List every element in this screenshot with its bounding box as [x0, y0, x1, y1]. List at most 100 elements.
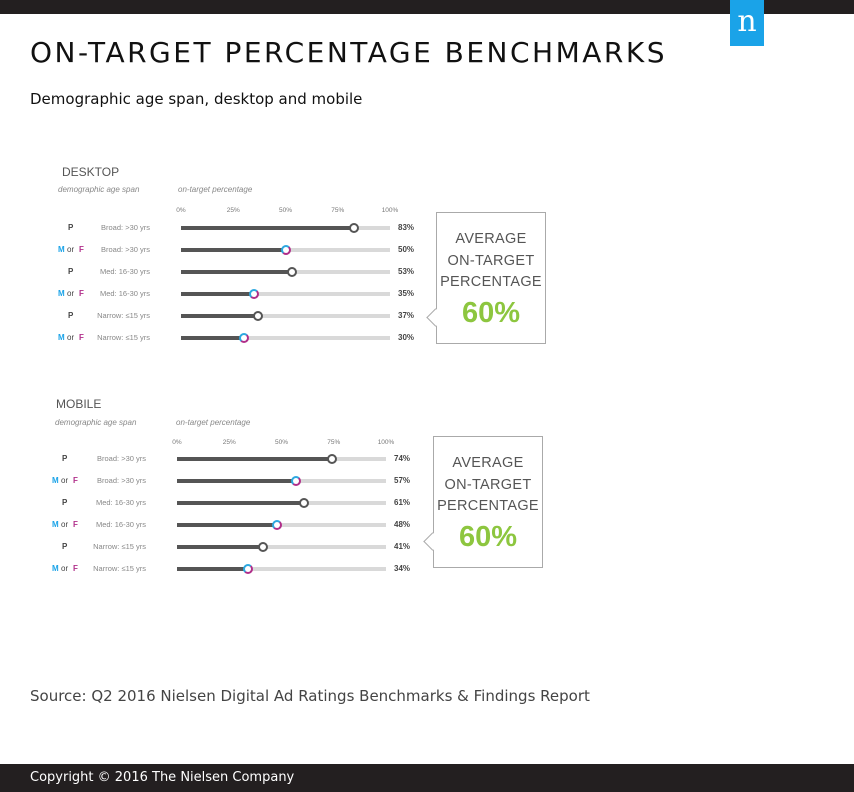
chart-row: P Med: 16-30 yrs 61%: [0, 495, 854, 511]
age-span-label: Broad: >30 yrs: [97, 454, 146, 463]
value-label: 50%: [398, 245, 415, 254]
axis-tick-label: 100%: [381, 207, 399, 214]
bar-marker: [243, 564, 254, 574]
female-letter: F: [79, 289, 84, 298]
value-label: 34%: [394, 564, 411, 573]
average-label: AVERAGE ON-TARGET PERCENTAGE: [434, 453, 542, 518]
bar-marker: [249, 289, 260, 299]
target-label: P: [62, 539, 67, 555]
age-span-label: Broad: >30 yrs: [101, 245, 150, 254]
age-span-label: Narrow: ≤15 yrs: [93, 564, 146, 573]
age-span-label: Narrow: ≤15 yrs: [93, 542, 146, 551]
bar-fill: [177, 479, 297, 483]
value-label: 41%: [394, 542, 411, 551]
bar-marker: [257, 542, 268, 552]
axis-tick-label: 25%: [226, 207, 240, 214]
section-title: DESKTOP: [62, 165, 120, 179]
bar-fill: [181, 226, 355, 230]
value-label: 48%: [394, 520, 411, 529]
bar-track: [177, 476, 386, 486]
value-label: 35%: [398, 289, 415, 298]
or-text: or: [61, 520, 69, 529]
average-value: 60%: [458, 521, 518, 553]
age-span-label: Narrow: ≤15 yrs: [97, 311, 150, 320]
target-letter: P: [62, 498, 68, 507]
bar-fill: [181, 248, 286, 252]
page-subtitle: Demographic age span, desktop and mobile: [30, 90, 363, 108]
page-title: ON-TARGET PERCENTAGE BENCHMARKS: [30, 36, 668, 69]
axis-tick-label: 50%: [274, 439, 289, 446]
source-note: Source: Q2 2016 Nielsen Digital Ad Ratin…: [30, 687, 590, 705]
female-letter: F: [79, 245, 84, 254]
axis-tick-label: 75%: [327, 439, 341, 446]
bar-marker: [299, 498, 310, 508]
bar-fill: [177, 545, 263, 549]
bar-track: [177, 498, 386, 508]
bar-marker: [291, 476, 302, 486]
bar-track: [181, 333, 390, 343]
age-span-label: Broad: >30 yrs: [101, 223, 150, 232]
or-text: or: [67, 245, 75, 254]
male-letter: M: [58, 333, 65, 342]
bar-track: [181, 267, 390, 277]
target-label: P: [68, 264, 73, 280]
bar-track: [177, 520, 386, 530]
age-span-label: Med: 16-30 yrs: [99, 289, 150, 298]
bar-track: [177, 454, 386, 464]
male-letter: M: [52, 476, 59, 485]
bar-track: [181, 223, 390, 233]
average-label-line: AVERAGE: [452, 455, 524, 471]
female-letter: F: [73, 476, 78, 485]
average-label-line: PERCENTAGE: [437, 498, 539, 514]
average-label: AVERAGE ON-TARGET PERCENTAGE: [437, 229, 545, 294]
average-callout: AVERAGE ON-TARGET PERCENTAGE 60%: [426, 212, 546, 344]
average-label-line: ON-TARGET: [447, 252, 535, 269]
target-label: P: [62, 451, 67, 467]
age-span-label: Broad: >30 yrs: [97, 476, 146, 485]
average-label-line: ON-TARGET: [444, 476, 532, 493]
target-letter: P: [68, 223, 74, 232]
or-text: or: [61, 476, 69, 485]
female-letter: F: [73, 564, 78, 573]
or-text: or: [67, 333, 75, 342]
bar-fill: [177, 457, 332, 461]
column-header: on-target percentage: [178, 185, 253, 194]
axis-tick-label: 0%: [172, 439, 182, 446]
chart-row: P Narrow: ≤15 yrs 41%: [0, 539, 854, 555]
value-label: 37%: [398, 311, 415, 320]
column-header: on-target percentage: [176, 418, 251, 427]
target-label: P: [62, 495, 67, 511]
or-text: or: [61, 564, 69, 573]
value-label: 53%: [398, 267, 415, 276]
value-label: 30%: [398, 333, 415, 342]
axis-tick-label: 50%: [278, 207, 293, 214]
axis-tick-label: 25%: [222, 439, 236, 446]
bar-fill: [181, 270, 292, 274]
bar-marker: [253, 311, 264, 321]
chart-row: P Broad: >30 yrs 83%: [0, 220, 854, 236]
bar-fill: [177, 567, 249, 571]
footer-bar: Copyright © 2016 The Nielsen Company: [0, 764, 854, 792]
target-letter: P: [62, 542, 68, 551]
bar-track: [177, 542, 386, 552]
row-header: demographic age span: [58, 185, 140, 194]
bar-track: [177, 564, 386, 574]
nielsen-logo: n: [730, 0, 764, 46]
axis-tick-label: 100%: [377, 439, 395, 446]
female-letter: F: [79, 333, 84, 342]
target-letter: P: [68, 311, 74, 320]
male-letter: M: [58, 289, 65, 298]
female-letter: F: [73, 520, 78, 529]
bar-marker: [326, 454, 337, 464]
bar-marker: [280, 245, 291, 255]
bar-marker: [349, 223, 360, 233]
age-span-label: Med: 16-30 yrs: [95, 520, 146, 529]
bar-fill: [181, 314, 259, 318]
bar-track: [181, 289, 390, 299]
